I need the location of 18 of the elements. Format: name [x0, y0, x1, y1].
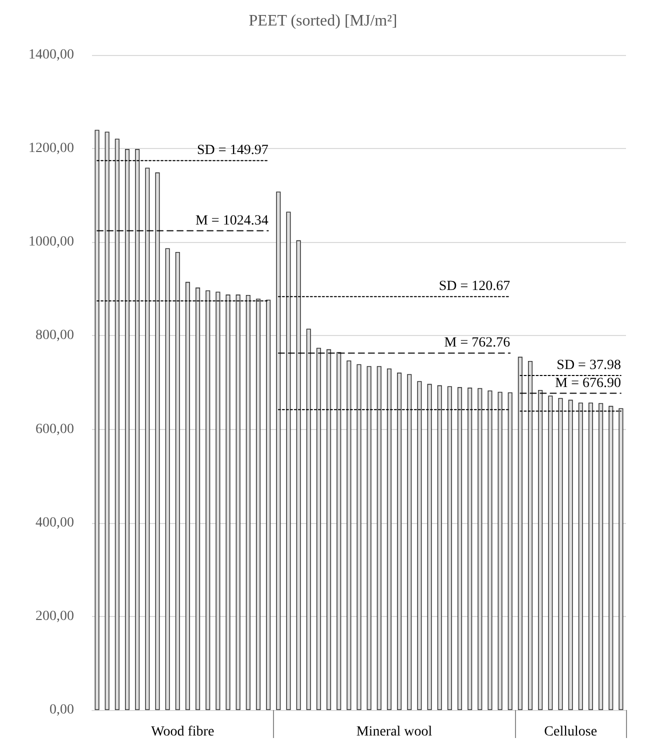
series-label: M = 676.90: [555, 376, 621, 391]
y-tick-label: 0,00: [50, 702, 74, 718]
series-label: SD = 37.98: [556, 358, 621, 374]
y-tick-label: 1000,00: [28, 234, 74, 250]
y-tick-label: 800,00: [36, 328, 74, 344]
series-label: Wood fibre: [151, 724, 214, 740]
series-label: M = 1024.34: [195, 213, 268, 228]
series-label: Mineral wool: [356, 724, 432, 740]
y-tick-label: 200,00: [36, 608, 74, 624]
y-tick-label: 1200,00: [28, 141, 74, 156]
y-tick-label: 600,00: [36, 422, 74, 437]
y-tick-label: 400,00: [36, 515, 74, 530]
series-label: Cellulose: [544, 724, 598, 740]
y-tick-label: 1400,00: [28, 48, 74, 62]
series-label: M = 762.76: [444, 336, 510, 351]
chart-title: PEET (sorted) [MJ/m²]: [248, 12, 398, 30]
series-label: SD = 149.97: [197, 143, 268, 158]
series-label: SD = 120.67: [438, 279, 510, 294]
